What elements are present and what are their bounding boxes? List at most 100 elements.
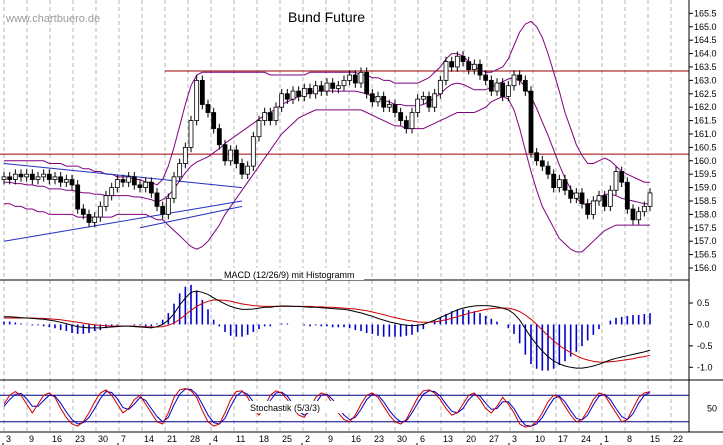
candle — [579, 188, 585, 209]
candle-body — [29, 173, 35, 180]
candle — [86, 209, 92, 228]
candle — [364, 67, 370, 99]
candle — [347, 70, 353, 86]
candle-body — [477, 63, 483, 76]
candle-body — [505, 85, 511, 97]
x-tick-label: 7 — [121, 434, 126, 444]
candle-body — [114, 179, 120, 188]
candle — [182, 142, 188, 169]
candle — [256, 115, 262, 142]
x-tick-label: 13 — [443, 434, 453, 444]
candle — [131, 172, 137, 190]
candle — [267, 107, 273, 126]
candle — [12, 169, 18, 185]
candle-body — [46, 173, 52, 180]
y-tick-label: 164.5 — [694, 35, 717, 45]
candle — [199, 75, 205, 110]
x-tick-label: 22 — [673, 434, 683, 444]
candle — [630, 204, 636, 225]
candle — [568, 185, 574, 204]
y-tick-label: 163.0 — [694, 75, 717, 85]
x-tick-label: 27 — [489, 434, 499, 444]
candle-body — [80, 208, 86, 215]
candle — [420, 91, 426, 104]
x-tick-label: 10 — [535, 434, 545, 444]
candle-body — [69, 179, 75, 186]
candle-body — [596, 195, 602, 202]
x-tick-label: 23 — [374, 434, 384, 444]
horizontal-lines — [0, 70, 689, 155]
candle-body — [41, 173, 47, 178]
candle — [228, 145, 234, 166]
candle-body — [630, 208, 636, 221]
candle-body — [216, 128, 222, 146]
candle-body — [18, 173, 24, 178]
candle — [41, 169, 47, 182]
candle — [494, 78, 500, 96]
candle — [443, 56, 449, 86]
x-tick-label: 15 — [650, 434, 660, 444]
candle — [154, 188, 160, 212]
candle-body — [199, 79, 205, 105]
candle-body — [534, 152, 540, 162]
candle-body — [131, 176, 137, 186]
candle-body — [148, 181, 154, 194]
candle — [148, 177, 154, 198]
y-tick-label: 160.0 — [694, 156, 717, 166]
candle-body — [511, 74, 517, 87]
candle — [63, 174, 69, 188]
candle-body — [143, 181, 149, 188]
x-tick-label: 24 — [581, 434, 591, 444]
candle-body — [641, 205, 647, 213]
candle-body — [341, 79, 347, 87]
x-tick-label: 3 — [512, 434, 517, 444]
candle-body — [573, 192, 579, 199]
x-tick-label: 8 — [627, 434, 632, 444]
candle — [245, 161, 251, 180]
candle-body — [177, 163, 183, 178]
candle — [358, 67, 364, 88]
candle-body — [228, 149, 234, 162]
x-tick-label: 25 — [282, 434, 292, 444]
candle — [216, 123, 222, 150]
candle — [35, 172, 41, 185]
candle-body — [568, 189, 574, 199]
macd-annotation: MACD (12/26/9) mit Histogramm — [224, 270, 355, 280]
candle — [471, 59, 477, 75]
x-tick-label: 2 — [305, 434, 310, 444]
y-tick-label: 165.0 — [694, 22, 717, 32]
candle-body — [602, 195, 608, 207]
candle — [262, 107, 268, 126]
candle-body — [97, 205, 103, 218]
candle — [528, 86, 534, 158]
candle — [177, 158, 183, 182]
y-tick-label: 157.5 — [694, 223, 717, 233]
candle-body — [318, 85, 324, 92]
x-tick-label: 21 — [167, 434, 177, 444]
candle — [58, 172, 64, 188]
candle — [324, 78, 330, 96]
bollinger-lower — [4, 95, 650, 253]
candle — [290, 86, 296, 104]
candle — [602, 190, 608, 212]
y-tick-label: 158.5 — [694, 196, 717, 206]
candle-body — [579, 192, 585, 205]
candle-body — [437, 79, 443, 95]
candle — [539, 155, 545, 171]
x-tick-label: 30 — [397, 434, 407, 444]
candle-body — [24, 173, 30, 178]
candle — [330, 78, 336, 94]
candle-body — [86, 213, 92, 223]
y-tick-label: 165.5 — [694, 8, 717, 18]
candle — [551, 169, 557, 193]
x-tick-label: 1 — [604, 434, 609, 444]
stochastic-fast-line — [3, 387, 651, 428]
candle-body — [415, 98, 421, 113]
candle — [92, 212, 98, 228]
candle — [636, 206, 642, 225]
y-tick-label: -1.0 — [697, 362, 713, 372]
candle-body — [239, 163, 245, 175]
candle-body — [590, 200, 596, 215]
watermark: www.chartbuero.de — [5, 13, 100, 25]
